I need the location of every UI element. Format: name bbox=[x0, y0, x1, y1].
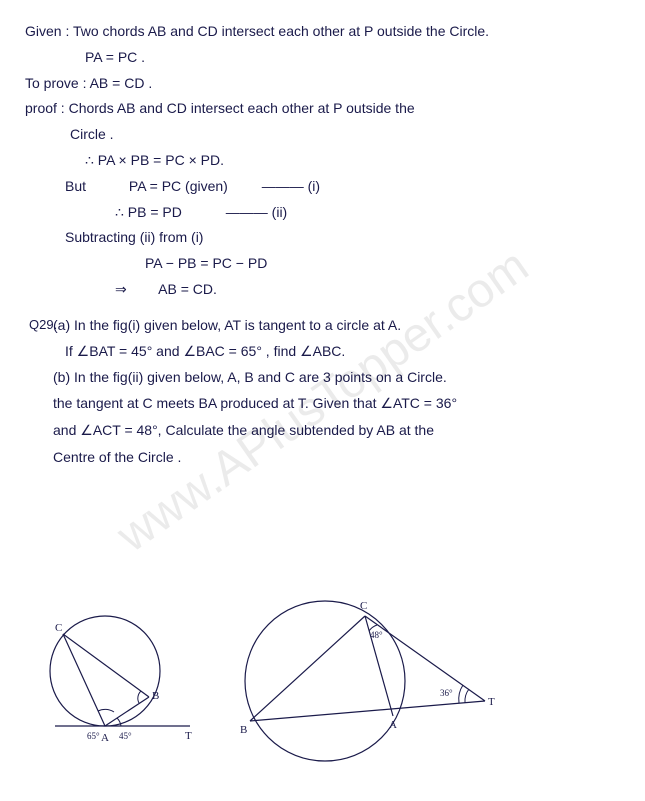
qa-if: If bbox=[65, 343, 77, 359]
qa-line-2: If BAT = 45° and BAC = 65° , find ABC. bbox=[25, 340, 620, 365]
fig2-line-cb bbox=[250, 616, 365, 721]
angle-icon bbox=[183, 343, 196, 359]
fig1-angle-45: 45° bbox=[119, 731, 132, 741]
angle-icon bbox=[80, 422, 93, 438]
to-prove: To prove : AB = CD . bbox=[25, 72, 620, 96]
fig2-arc-36-2 bbox=[459, 685, 463, 703]
proof-pa-pc: PA = PC (given) bbox=[129, 178, 228, 194]
given-line-2: PA = PC . bbox=[25, 46, 620, 70]
proof-result: AB = CD. bbox=[158, 281, 217, 297]
qb-line-3: and ACT = 48°, Calculate the angle subte… bbox=[25, 419, 620, 444]
fig2-circle bbox=[245, 601, 405, 761]
fig1-chord-bc bbox=[63, 634, 149, 697]
proof-line-8: ⇒ AB = CD. bbox=[25, 278, 620, 302]
angle-icon bbox=[380, 395, 393, 411]
proof-line-2: Circle . bbox=[25, 123, 620, 147]
proof-eq-i: ——— (i) bbox=[232, 178, 320, 194]
fig1-label-a: A bbox=[101, 732, 109, 744]
proof-line-1: proof : Chords AB and CD intersect each … bbox=[25, 97, 620, 121]
fig1-label-t: T bbox=[185, 730, 192, 742]
fig2-label-a: A bbox=[389, 719, 397, 731]
qb-line-2: the tangent at C meets BA produced at T.… bbox=[25, 392, 620, 417]
fig2-line-bt bbox=[250, 701, 485, 721]
fig2-arc-36-1 bbox=[465, 689, 469, 703]
fig1-label-b: B bbox=[152, 690, 159, 702]
proof-implies: ⇒ bbox=[115, 278, 155, 302]
qb-act: ACT = 48°, Calculate the angle subtended… bbox=[93, 422, 434, 438]
fig2-label-c: C bbox=[360, 600, 367, 612]
fig2-line-ct bbox=[365, 616, 485, 701]
figures-svg: A B C T 65° 45° A B C T 48° 36° bbox=[25, 581, 620, 781]
figure-ii: A B C T 48° 36° bbox=[240, 600, 495, 761]
fig1-angle-65: 65° bbox=[87, 731, 100, 741]
fig1-arc-b bbox=[138, 691, 141, 703]
figure-i: A B C T 65° 45° bbox=[50, 616, 192, 744]
qa-abc: ABC. bbox=[313, 343, 346, 359]
fig1-arc-65 bbox=[98, 709, 114, 712]
qa-line-1: (a) In the fig(i) given below, AT is tan… bbox=[25, 314, 620, 338]
fig1-label-c: C bbox=[55, 622, 62, 634]
qb-and: and bbox=[53, 422, 80, 438]
qb-atc: ATC = 36° bbox=[393, 395, 457, 411]
angle-icon bbox=[77, 343, 90, 359]
qa-bac: BAC = 65° , find bbox=[196, 343, 300, 359]
proof-line-5: ∴ PB = PD ——— (ii) bbox=[25, 201, 620, 225]
proof-line-7: PA − PB = PC − PD bbox=[25, 252, 620, 276]
proof-line-3: ∴ PA × PB = PC × PD. bbox=[25, 149, 620, 173]
proof-but: But bbox=[25, 175, 125, 199]
qb-line-1: (b) In the fig(ii) given below, A, B and… bbox=[25, 366, 620, 390]
fig2-angle-36: 36° bbox=[440, 688, 453, 698]
question-number: Q29. bbox=[29, 314, 57, 336]
proof-line-6: Subtracting (ii) from (i) bbox=[25, 226, 620, 250]
fig2-angle-48: 48° bbox=[370, 630, 383, 640]
given-line-1: Given : Two chords AB and CD intersect e… bbox=[25, 20, 620, 44]
qb-line-4: Centre of the Circle . bbox=[25, 446, 620, 470]
qb-tangent: the tangent at C meets BA produced at T.… bbox=[53, 395, 380, 411]
proof-line-4: But PA = PC (given) ——— (i) bbox=[25, 175, 620, 199]
proof-pb-pd: ∴ PB = PD bbox=[115, 204, 182, 220]
diagrams-container: A B C T 65° 45° A B C T 48° 36° bbox=[25, 581, 620, 781]
angle-icon bbox=[300, 343, 313, 359]
fig2-label-b: B bbox=[240, 724, 247, 736]
qa-bat: BAT = 45° and bbox=[89, 343, 183, 359]
proof-eq-ii: ——— (ii) bbox=[186, 204, 287, 220]
fig2-label-t: T bbox=[488, 696, 495, 708]
